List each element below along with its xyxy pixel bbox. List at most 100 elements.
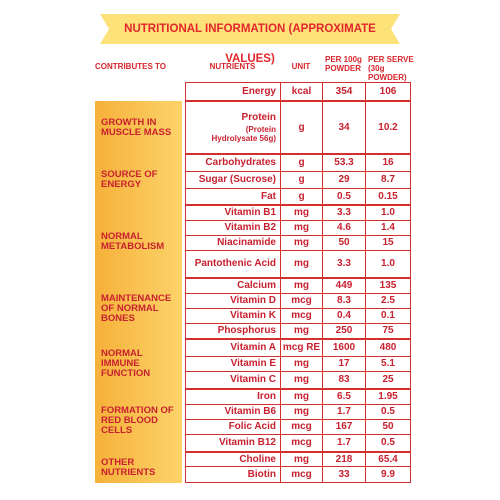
- title: NUTRITIONAL INFORMATION (APPROXIMATE VAL…: [124, 23, 376, 65]
- column-header: PER SERVE (30g POWDER): [368, 55, 414, 82]
- value-cell: mcg: [280, 434, 323, 452]
- value-cell: mcg: [280, 466, 323, 483]
- value-cell: mg: [280, 356, 323, 372]
- value-cell: 0.5: [365, 404, 411, 420]
- nutrient-cell: Niacinamide: [185, 235, 281, 251]
- value-cell: 354: [322, 82, 366, 101]
- nutrient-cell: Folic Acid: [185, 419, 281, 435]
- value-cell: 1.7: [322, 404, 366, 420]
- value-cell: 83: [322, 371, 366, 389]
- column-header: UNIT: [291, 62, 311, 71]
- value-cell: 25: [365, 371, 411, 389]
- value-cell: mg: [280, 205, 323, 221]
- value-cell: 0.1: [365, 308, 411, 324]
- group-box: FORMATION OF RED BLOOD CELLS: [95, 389, 182, 452]
- group-box: NORMAL IMMUNE FUNCTION: [95, 339, 182, 389]
- value-cell: mg: [280, 404, 323, 420]
- nutrient-cell: Vitamin B2: [185, 220, 281, 236]
- value-cell: 3.3: [322, 250, 366, 278]
- group-box: OTHER NUTRIENTS: [95, 452, 182, 483]
- value-cell: g: [280, 188, 323, 205]
- value-cell: 1600: [322, 339, 366, 357]
- nutrient-cell: Vitamin B1: [185, 205, 281, 221]
- nutrient-cell: Calcium: [185, 278, 281, 294]
- group-label: GROWTH IN MUSCLE MASS: [101, 116, 172, 138]
- value-cell: 1.4: [365, 220, 411, 236]
- group-box: NORMAL METABOLISM: [95, 205, 182, 278]
- value-cell: mg: [280, 371, 323, 389]
- column-header: CONTRIBUTES TO: [95, 62, 166, 71]
- nutrient-cell: Choline: [185, 452, 281, 467]
- group-label: NORMAL IMMUNE FUNCTION: [101, 348, 151, 379]
- value-cell: 17: [322, 356, 366, 372]
- value-cell: mcg RE: [280, 339, 323, 357]
- value-cell: 33: [322, 466, 366, 483]
- value-cell: 1.7: [322, 434, 366, 452]
- value-cell: 167: [322, 419, 366, 435]
- value-cell: 8.7: [365, 171, 411, 189]
- nutrient-cell: Biotin: [185, 466, 281, 483]
- value-cell: 65.4: [365, 452, 411, 467]
- value-cell: 9.9: [365, 466, 411, 483]
- value-cell: 250: [322, 323, 366, 339]
- group-box: GROWTH IN MUSCLE MASS: [95, 101, 182, 154]
- nutrient-cell: Vitamin B6: [185, 404, 281, 420]
- group-box: SOURCE OF ENERGY: [95, 154, 182, 205]
- value-cell: 29: [322, 171, 366, 189]
- value-cell: 4.6: [322, 220, 366, 236]
- value-cell: 10.2: [365, 101, 411, 154]
- value-cell: mcg: [280, 308, 323, 324]
- nutrient-cell: Vitamin A: [185, 339, 281, 357]
- value-cell: 3.3: [322, 205, 366, 221]
- column-header: PER 100g POWDER: [325, 55, 362, 73]
- value-cell: 480: [365, 339, 411, 357]
- value-cell: 0.5: [365, 434, 411, 452]
- value-cell: kcal: [280, 82, 323, 101]
- group-label: MAINTENANCE OF NORMAL BONES: [101, 292, 172, 324]
- value-cell: 218: [322, 452, 366, 467]
- value-cell: 2.5: [365, 293, 411, 309]
- nutrient-name: Protein: [241, 111, 276, 123]
- nutrient-cell: Vitamin K: [185, 308, 281, 324]
- group-box: MAINTENANCE OF NORMAL BONES: [95, 278, 182, 339]
- value-cell: 8.3: [322, 293, 366, 309]
- value-cell: 15: [365, 235, 411, 251]
- value-cell: 0.15: [365, 188, 411, 205]
- group-label: FORMATION OF RED BLOOD CELLS: [101, 404, 174, 436]
- value-cell: 1.0: [365, 205, 411, 221]
- nutrient-cell: Iron: [185, 389, 281, 405]
- value-cell: g: [280, 154, 323, 172]
- nutrient-cell: Energy: [185, 82, 281, 101]
- value-cell: g: [280, 171, 323, 189]
- value-cell: mcg: [280, 293, 323, 309]
- value-cell: 50: [322, 235, 366, 251]
- group-label: NORMAL METABOLISM: [101, 230, 165, 252]
- value-cell: 5.1: [365, 356, 411, 372]
- column-header: NUTRIENTS: [209, 62, 256, 71]
- value-cell: 50: [365, 419, 411, 435]
- value-cell: mg: [280, 250, 323, 278]
- value-cell: 135: [365, 278, 411, 294]
- nutrient-cell: Phosphorus: [185, 323, 281, 339]
- value-cell: 1.0: [365, 250, 411, 278]
- value-cell: 106: [365, 82, 411, 101]
- nutrient-cell: Carbohydrates: [185, 154, 281, 172]
- nutrient-cell: Vitamin D: [185, 293, 281, 309]
- nutrient-cell: Sugar (Sucrose): [185, 171, 281, 189]
- nutrient-cell: Protein (Protein Hydrolysate 56g): [185, 101, 281, 154]
- value-cell: 449: [322, 278, 366, 294]
- value-cell: 1.95: [365, 389, 411, 405]
- group-label: OTHER NUTRIENTS: [101, 456, 156, 478]
- value-cell: mg: [280, 452, 323, 467]
- nutrient-cell: Vitamin C: [185, 371, 281, 389]
- value-cell: mg: [280, 323, 323, 339]
- value-cell: g: [280, 101, 323, 154]
- nutrient-note: (Protein Hydrolysate 56g): [211, 124, 276, 143]
- value-cell: 16: [365, 154, 411, 172]
- nutrient-cell: Vitamin B12: [185, 434, 281, 452]
- group-label: SOURCE OF ENERGY: [101, 168, 158, 190]
- nutrient-cell: Fat: [185, 188, 281, 205]
- nutrient-cell: Pantothenic Acid: [185, 250, 281, 278]
- value-cell: mg: [280, 389, 323, 405]
